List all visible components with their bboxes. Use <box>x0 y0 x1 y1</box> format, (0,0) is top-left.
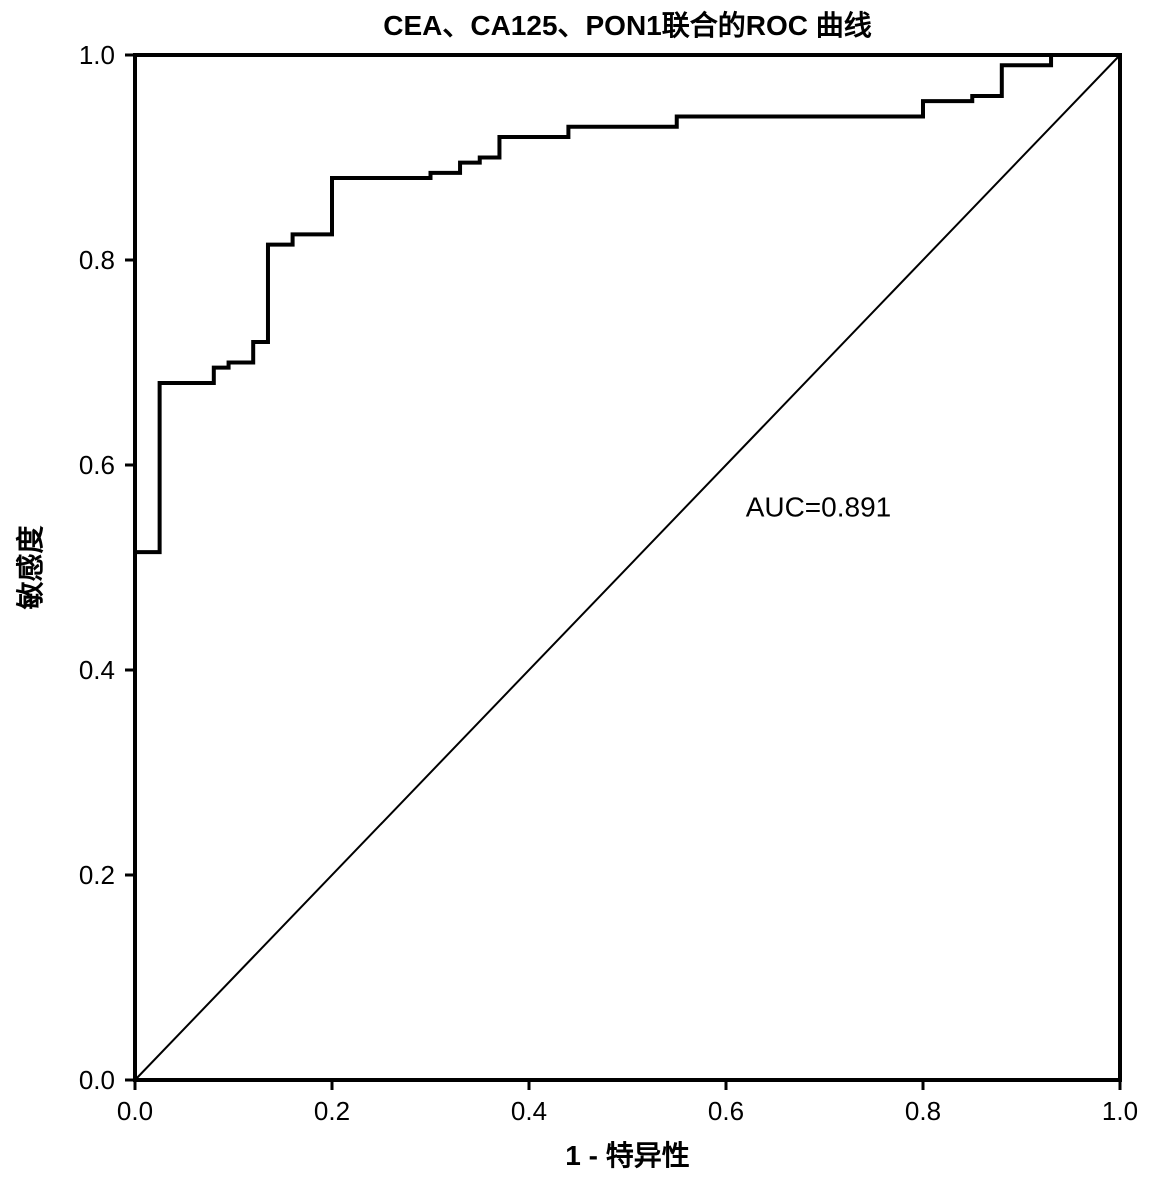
ytick-label: 0.2 <box>79 860 115 890</box>
ytick-label: 0.8 <box>79 245 115 275</box>
ytick-label: 1.0 <box>79 40 115 70</box>
auc-annotation: AUC=0.891 <box>746 491 892 522</box>
xtick-label: 0.2 <box>314 1096 350 1126</box>
xtick-label: 0.8 <box>905 1096 941 1126</box>
xtick-label: 1.0 <box>1102 1096 1138 1126</box>
ytick-label: 0.4 <box>79 655 115 685</box>
xtick-label: 0.6 <box>708 1096 744 1126</box>
roc-chart-container: 0.0 0.2 0.4 0.6 0.8 1.0 0.0 0.2 0.4 0.6 0.8 1.0 CEA、… <box>0 0 1163 1183</box>
ytick-label: 0.0 <box>79 1065 115 1095</box>
xtick-label: 0.4 <box>511 1096 547 1126</box>
x-axis-label: 1 - 特异性 <box>565 1140 689 1171</box>
y-axis-label: 敏感度 <box>15 525 46 610</box>
roc-chart-svg: 0.0 0.2 0.4 0.6 0.8 1.0 0.0 0.2 0.4 0.6 0.8 1.0 CEA、… <box>0 0 1163 1183</box>
xtick-label: 0.0 <box>117 1096 153 1126</box>
ytick-label: 0.6 <box>79 450 115 480</box>
chart-title: CEA、CA125、PON1联合的ROC 曲线 <box>383 9 872 41</box>
